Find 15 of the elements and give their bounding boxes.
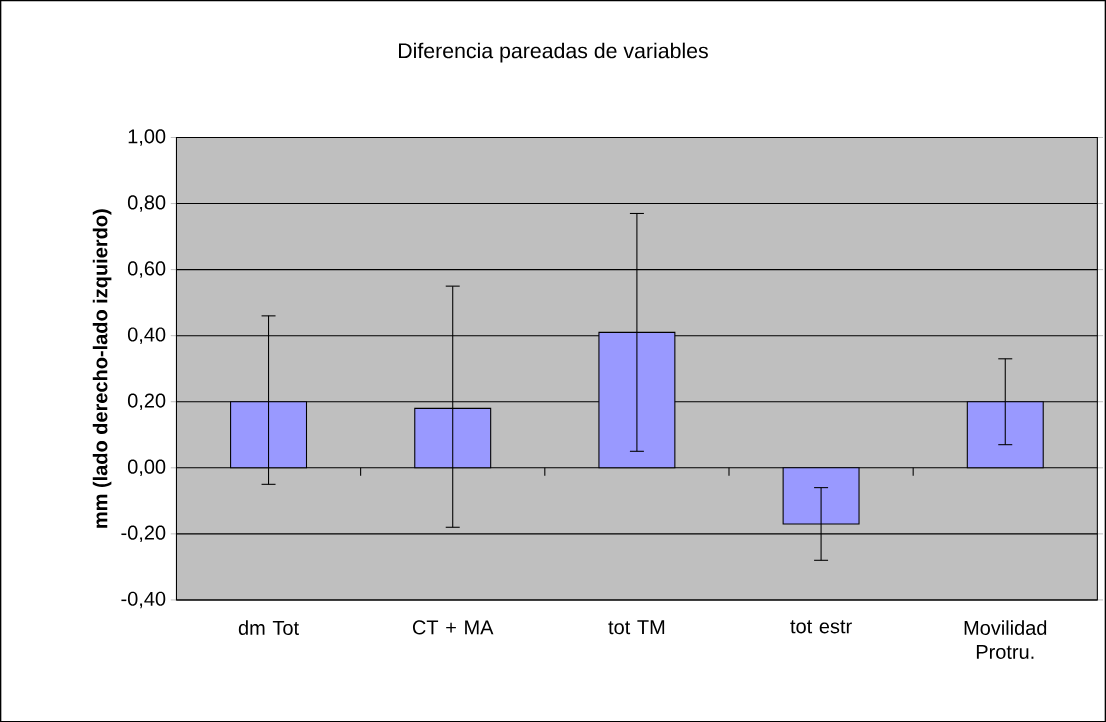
y-tick-label: 0,20 [127, 393, 166, 410]
y-tick-label: -0,40 [121, 591, 166, 608]
y-tick-label: 0,60 [127, 261, 166, 278]
y-tick-label: -0,20 [121, 525, 166, 542]
y-tick-label: 0,80 [127, 195, 166, 212]
x-tick-label: dm Tot [238, 620, 299, 635]
y-tick-label: 0,40 [127, 327, 166, 344]
x-tick-label: CT + MA [412, 620, 494, 635]
chart-title: Diferencia pareadas de variables [399, 42, 708, 63]
x-tick-label: tot TM [608, 620, 665, 635]
y-tick-label: 1,00 [128, 129, 166, 146]
x-tick-label: Movilidad Protru. [964, 620, 1047, 659]
x-tick-label: tot estr [790, 620, 852, 634]
y-tick-label: 0,00 [127, 459, 166, 476]
y-axis-title: mm (lado derecho-lado izquierdo) [92, 209, 112, 528]
